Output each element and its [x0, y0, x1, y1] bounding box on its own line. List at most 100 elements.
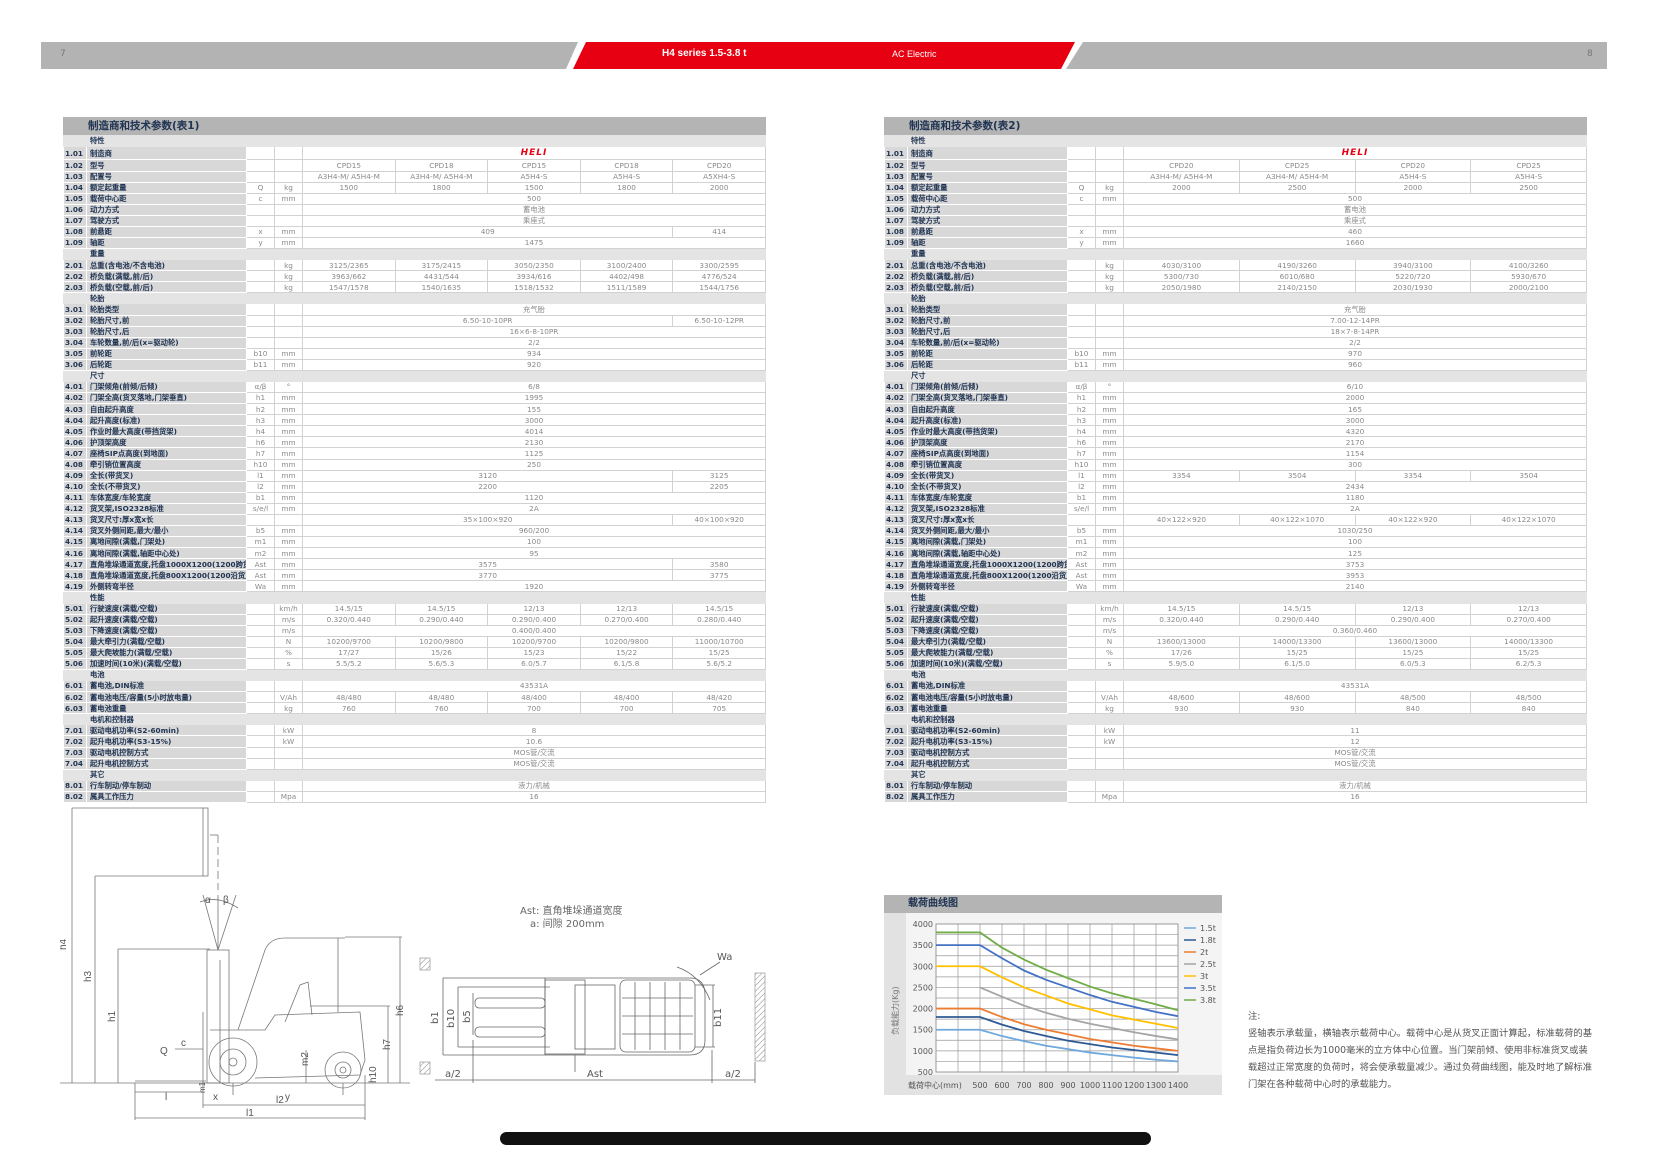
row-number: 4.04	[884, 414, 908, 427]
load-chart: 4000 3500 3000 2500 2000 1500 1000 500 500 600 700…	[884, 913, 1222, 1095]
section-row: 轮胎	[63, 292, 766, 305]
spec-row: 3.03 轮胎尺寸,后 18×7-8-14PR	[884, 325, 1587, 338]
row-label: 前悬距	[907, 225, 1068, 238]
row-number: 1.03	[63, 170, 87, 183]
row-number: 7.04	[63, 757, 87, 770]
row-unit	[1095, 203, 1124, 216]
row-symbol	[1067, 757, 1096, 770]
spec-row: 2.01 总重(含电池/不含电池) kg 3125/2365 3175/2415 3050…	[63, 259, 766, 272]
row-number: 3.04	[63, 336, 87, 349]
spec-value: 2000	[1123, 392, 1587, 405]
row-unit	[274, 303, 303, 316]
spec-row: 3.05 前轮距 b10 mm 934	[63, 347, 766, 360]
row-symbol	[1067, 702, 1096, 715]
spec-value: 12	[1123, 735, 1587, 748]
row-number: 5.01	[63, 602, 87, 615]
row-label: 轮胎尺寸,后	[907, 325, 1068, 338]
y-tick-label: 1500	[913, 1026, 933, 1035]
row-label: 车体宽度/车轮宽度	[86, 491, 247, 504]
row-label: 桥负载(满载,前/后)	[907, 270, 1068, 283]
row-number: 1.09	[884, 236, 908, 250]
spec-value: 930	[1123, 702, 1240, 715]
spec-row: 5.01 行驶速度(满载/空载) km/h 14.5/15 14.5/15 12/13 12…	[63, 602, 766, 615]
spec-value: 6.1/5.0	[1238, 657, 1356, 671]
spec-value: 6.1/5.8	[579, 657, 674, 671]
row-number: 5.04	[884, 635, 908, 648]
row-number: 4.08	[884, 458, 908, 471]
row-number: 4.16	[63, 547, 87, 560]
ast-legend: Ast: 直角堆垛通道宽度	[520, 904, 623, 917]
spec-row: 5.03 下降速度(满载/空载) m/s 0.360/0.460	[884, 624, 1587, 637]
spec-value: 1540/1635	[394, 281, 489, 294]
row-number: 7.02	[884, 735, 908, 748]
spec-row: 4.13 货叉尺寸:厚x宽x长 35×100×920 40×100×920	[63, 513, 766, 527]
row-label: 直角堆垛通道宽度,托盘800X1200(1200沿货叉放置)	[86, 569, 247, 582]
row-unit	[1095, 159, 1124, 172]
spec-value: 48/480	[394, 691, 489, 704]
spec-row: 4.15 离地间隙(满载,门架处) m1 mm 100	[884, 536, 1587, 549]
spec-row: 4.09 全长(带货叉) l1 mm 3120 3125	[63, 469, 766, 482]
row-symbol	[246, 314, 275, 327]
spec-row: 3.02 轮胎尺寸,前 7.00-12-14PR	[884, 314, 1587, 327]
row-number: 4.10	[884, 480, 908, 493]
row-label: 轴距	[86, 236, 247, 250]
row-symbol: x	[1067, 225, 1096, 238]
row-number: 4.17	[63, 558, 87, 571]
dim-h6: h6	[395, 1004, 406, 1016]
spec-value: 蓄电池	[302, 203, 766, 216]
row-label: 下降速度(满载/空载)	[907, 624, 1068, 637]
dim-ast: Ast	[587, 1069, 603, 1080]
section-title: 特性	[907, 134, 1587, 148]
scroll-indicator[interactable]	[500, 1132, 1151, 1145]
legend-label: 2t	[1200, 948, 1208, 957]
row-label: 最大爬坡能力(满载/空载)	[86, 646, 247, 659]
row-unit: mm	[1095, 458, 1124, 471]
row-label: 起升电机功率(S3-15%)	[907, 735, 1068, 748]
spec-row: 5.04 最大牵引力(满载/空载) N 13600/13000 14000/13300 1…	[884, 635, 1587, 648]
spec-value: 4320	[1123, 425, 1587, 438]
spec-value: A5H4-S	[1354, 170, 1472, 183]
row-number: 4.13	[63, 513, 87, 527]
spec-value: 40×122×920	[1123, 513, 1240, 527]
row-label: 护顶架高度	[86, 436, 247, 449]
x-tick-label: 500	[972, 1081, 987, 1090]
spec-row: 6.01 蓄电池,DIN标准 43531A	[884, 680, 1587, 693]
row-number: 4.03	[63, 403, 87, 416]
row-unit	[1095, 779, 1124, 792]
spec-value: CPD15	[302, 159, 396, 172]
spec-value: MOS管/交流	[1123, 746, 1587, 759]
load-chart-panel: 载荷曲线图 4000 3500 3000 2500 2000 1500 1000 500 500…	[884, 895, 1222, 1095]
row-symbol	[1067, 170, 1096, 183]
y-tick-label: 4000	[913, 920, 933, 929]
section-number	[63, 768, 87, 781]
spec-row: 7.01 驱动电机功率(S2-60min) kW 11	[884, 724, 1587, 737]
row-unit: mm	[1095, 192, 1124, 205]
spec-table-2: 制造商和技术参数(表2) 特性 1.01 制造商 HELI 1.02 型号 CPD20 CPD…	[884, 117, 1587, 804]
section-row: 性能	[63, 591, 766, 604]
spec-value: 15/26	[394, 646, 489, 659]
spec-row: 4.18直角堆垛通道宽度,托盘800X1200(1200沿货叉放置)Astmm3…	[884, 569, 1587, 582]
row-symbol: h4	[246, 425, 275, 438]
spec-value: 500	[302, 192, 766, 205]
row-unit: kg	[274, 259, 303, 272]
spec-value: 960/200	[302, 524, 766, 538]
section-number	[884, 248, 908, 261]
spec-value: 3050/2350	[487, 259, 581, 272]
row-label: 自由起升高度	[86, 403, 247, 416]
row-symbol	[1067, 735, 1096, 748]
row-label: 总重(含电池/不含电池)	[86, 259, 247, 272]
row-label: 牵引销位置高度	[907, 458, 1068, 471]
section-row: 重量	[884, 248, 1587, 261]
row-unit	[1095, 746, 1124, 759]
row-symbol: h10	[246, 458, 275, 471]
row-symbol: x	[246, 225, 275, 238]
row-unit: kg	[274, 270, 303, 283]
dim-a-right: a/2	[725, 1069, 741, 1080]
spec-value: 3125/2365	[302, 259, 396, 272]
spec-value: 760	[394, 702, 489, 715]
y-tick-label: 500	[918, 1068, 933, 1077]
row-label: 起升电机控制方式	[86, 757, 247, 770]
spec-value: 3120	[301, 469, 674, 482]
row-label: 起升高度(标准)	[86, 414, 247, 427]
series-line-3.8t	[936, 931, 1179, 1012]
